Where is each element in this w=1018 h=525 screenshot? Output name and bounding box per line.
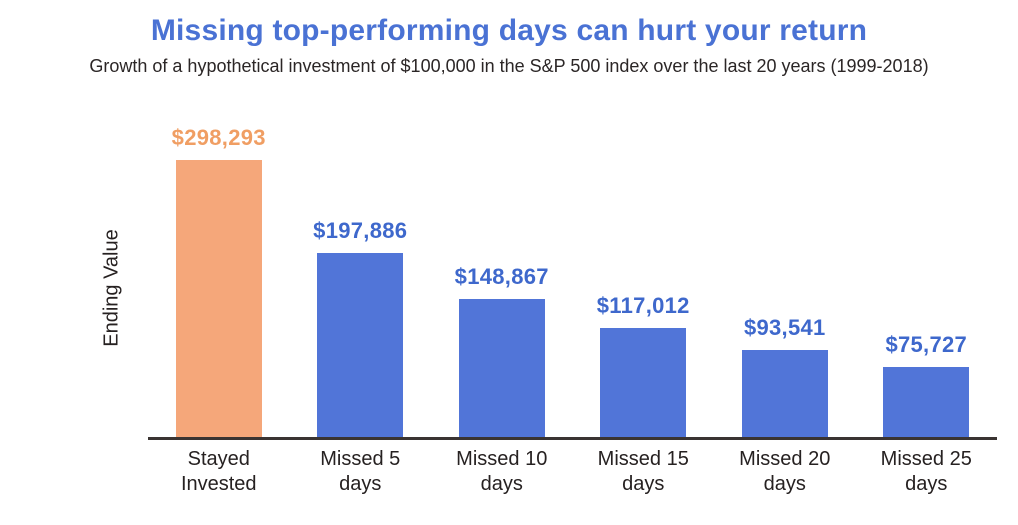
bar-slot: $148,867 [431, 100, 573, 437]
bar-slot: $298,293 [148, 100, 290, 437]
y-axis-label: Ending Value [100, 229, 123, 347]
bar-value-label: $93,541 [743, 315, 826, 340]
bar-missed-15-days [600, 328, 687, 437]
bar-slot: $93,541 [714, 100, 856, 437]
plot-area: $298,293 $197,886 $148,867 $117,012 $93,541 $… [148, 100, 997, 440]
bar-slot: $197,886 [290, 100, 432, 437]
bar-missed-25-days [883, 367, 970, 437]
bar-missed-20-days [741, 350, 828, 437]
x-tick-label: Missed 20 days [739, 448, 831, 495]
x-axis-labels: Stayed Invested Missed 5 days Missed 10 da… [148, 447, 997, 497]
x-tick-label: Missed 10 days [456, 448, 548, 495]
x-axis-line [148, 437, 997, 440]
bar-missed-10-days [458, 299, 545, 437]
bar-slot: $75,727 [856, 100, 998, 437]
bar-value-label: $117,012 [596, 293, 690, 318]
chart-subtitle: Growth of a hypothetical investment of $… [89, 56, 929, 76]
x-tick-label: Missed 25 days [880, 448, 972, 495]
bar-stayed-invested [175, 160, 262, 437]
bar-value-label: $148,867 [454, 264, 549, 289]
bars-container: $298,293 $197,886 $148,867 $117,012 $93,541 $… [148, 100, 997, 437]
x-tick-label: Missed 15 days [597, 448, 689, 495]
bar-value-label: $197,886 [313, 218, 408, 243]
bar-missed-5-days [317, 253, 404, 437]
chart-title: Missing top-performing days can hurt you… [150, 14, 868, 47]
bar-value-label: $75,727 [885, 332, 968, 357]
bar-value-label: $298,293 [171, 125, 266, 150]
bar-slot: $117,012 [573, 100, 715, 437]
x-tick-label: Missed 5 days [320, 448, 401, 495]
x-tick-label: Stayed Invested [180, 448, 257, 495]
